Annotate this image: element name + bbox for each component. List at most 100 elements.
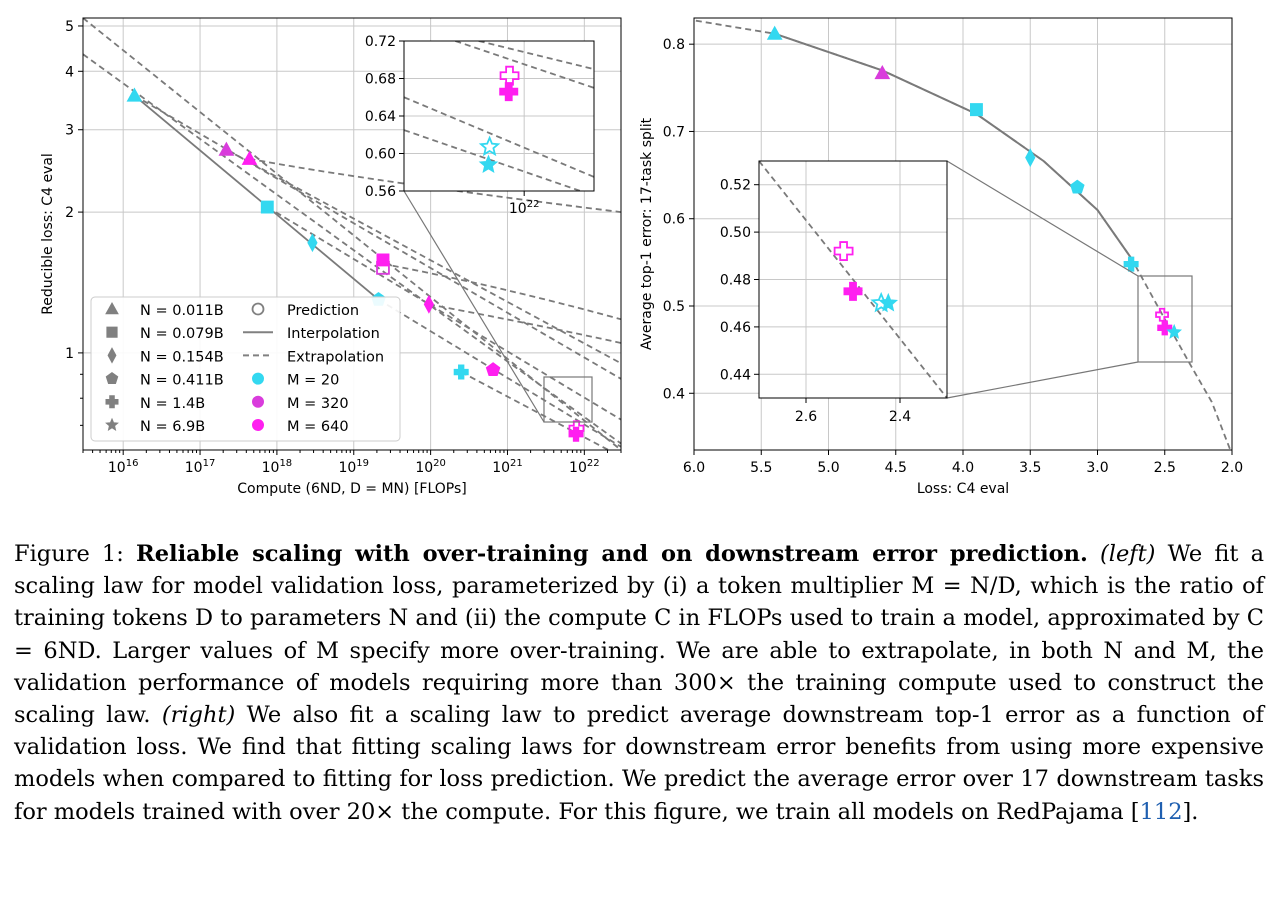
x-tick-label: 2.5 <box>1154 460 1176 476</box>
y-tick-label: 3 <box>65 123 74 139</box>
legend-marker <box>252 395 264 408</box>
data-point-prediction <box>1155 307 1169 322</box>
legend-label: N = 6.9B <box>140 419 205 435</box>
inset-y-tick-label: 0.68 <box>365 72 396 88</box>
legend-label: N = 0.079B <box>140 326 224 342</box>
inset-extrapolation-line <box>759 161 947 398</box>
data-point <box>1070 179 1085 194</box>
interpolation-curve <box>774 32 1132 259</box>
inset-data-point <box>499 65 520 86</box>
extrapolation-line <box>133 94 621 380</box>
data-point <box>218 141 235 156</box>
data-point <box>1166 323 1183 339</box>
inset-y-tick-label: 0.52 <box>720 178 751 194</box>
figure-panels: 1016 1017 1018 1019 1020 1021 1022 5 4 3 2 1 Reduci… <box>40 17 1243 497</box>
inset-x-tick-label: 1022 <box>509 199 540 217</box>
right-ticks: 6.0 5.5 5.0 4.5 4.0 3.5 3.0 2.5 2.00.80.70.60.50… <box>663 37 1243 476</box>
legend-marker <box>106 326 118 338</box>
figure-caption: Figure 1: Reliable scaling with over-tra… <box>14 538 1264 828</box>
x-tick-label: 1021 <box>492 458 523 476</box>
x-tick-label: 5.5 <box>750 460 772 476</box>
legend-marker <box>107 347 117 364</box>
legend-label: M = 640 <box>287 419 349 435</box>
inset-data-point <box>478 154 499 174</box>
inset-data-point <box>499 82 519 102</box>
legend-marker <box>252 419 264 431</box>
data-point <box>126 87 143 102</box>
caption-left-tag: (left) <box>1100 541 1156 567</box>
legend-marker <box>105 371 119 384</box>
legend-marker <box>105 301 119 315</box>
data-point <box>307 233 318 253</box>
legend-marker <box>252 372 264 385</box>
data-point <box>453 364 469 380</box>
data-point <box>485 362 501 376</box>
y-tick-label: 5 <box>65 19 74 35</box>
left-inset: 0.72 0.68 0.64 0.60 0.56 1022 <box>365 34 595 217</box>
data-point-prediction <box>568 420 585 437</box>
left-x-axis-label: Compute (6ND, D = MN) [FLOPs] <box>237 481 466 497</box>
data-point <box>1123 256 1139 272</box>
legend-marker <box>251 302 265 316</box>
x-tick-label: 1018 <box>262 458 293 476</box>
right-data-points <box>766 25 1183 339</box>
right-zoom-box <box>1137 275 1193 363</box>
inset-x-tick-label: 2.6 <box>795 409 817 425</box>
inset-y-tick-label: 0.56 <box>365 184 396 200</box>
x-tick-label: 2.0 <box>1221 460 1243 476</box>
data-point <box>241 150 258 165</box>
y-tick-label: 0.7 <box>663 124 685 140</box>
inset-extrapolation-line <box>404 96 594 178</box>
inset-y-tick-label: 0.46 <box>720 320 751 336</box>
data-point <box>970 103 983 117</box>
caption-body-right: We also fit a scaling law to predict ave… <box>14 702 1264 825</box>
data-point <box>376 253 390 267</box>
inset-y-tick-label: 0.48 <box>720 273 751 289</box>
citation-link[interactable]: 112 <box>1139 798 1183 825</box>
right-inset: 0.52 0.50 0.48 0.46 0.44 2.6 2.4 <box>720 160 948 425</box>
legend-label: N = 0.154B <box>140 349 224 365</box>
legend-label: M = 320 <box>287 396 349 412</box>
x-tick-label: 3.5 <box>1019 460 1041 476</box>
left-chart: 1016 1017 1018 1019 1020 1021 1022 5 4 3 2 1 Reduci… <box>40 17 622 497</box>
right-y-axis-label: Average top-1 error: 17-task split <box>639 117 655 350</box>
y-tick-label: 0.5 <box>663 299 685 315</box>
legend-label: M = 20 <box>287 373 339 389</box>
data-point <box>1157 320 1173 336</box>
extrapolation-line <box>266 206 621 421</box>
legend-label: N = 0.011B <box>140 303 224 319</box>
left-y-axis-label: Reducible loss: C4 eval <box>40 153 56 315</box>
data-point <box>423 294 435 314</box>
extrapolation-line <box>460 371 611 450</box>
legend-marker <box>105 417 119 431</box>
data-point <box>260 200 274 214</box>
extrapolation-line <box>225 148 621 365</box>
left-zoom-connector <box>403 190 545 423</box>
inset-data-point <box>478 135 501 157</box>
x-tick-label: 1020 <box>415 458 446 476</box>
inset-extrapolation-line <box>455 41 594 89</box>
inset-y-tick-label: 0.72 <box>365 34 396 50</box>
legend-label: Interpolation <box>287 326 380 342</box>
caption-body-left: We fit a scaling law for model validatio… <box>14 541 1265 729</box>
x-tick-label: 1022 <box>569 458 600 476</box>
caption-right-tag: (right) <box>161 702 236 729</box>
left-zoom-box <box>543 376 593 423</box>
left-ticks: 1016 1017 1018 1019 1020 1021 1022 5 4 3 2 1 <box>65 19 622 476</box>
inset-y-tick-label: 0.64 <box>365 109 396 125</box>
left-fit-lines <box>83 18 621 450</box>
inset-y-tick-label: 0.60 <box>365 147 396 163</box>
x-tick-label: 4.0 <box>952 460 974 476</box>
y-tick-label: 4 <box>65 64 74 80</box>
y-tick-label: 0.4 <box>663 386 685 402</box>
inset-data-point <box>878 292 899 312</box>
left-inset-data-points <box>478 65 520 174</box>
y-tick-label: 0.8 <box>663 37 685 53</box>
inset-x-tick-label: 2.4 <box>889 409 911 425</box>
x-tick-label: 5.0 <box>817 460 839 476</box>
right-chart: 6.0 5.5 5.0 4.5 4.0 3.5 3.0 2.5 2.00.80.70.60.50… <box>639 17 1243 497</box>
inset-extrapolation-line <box>404 129 584 191</box>
extrapolation-line <box>378 298 621 448</box>
x-tick-label: 1019 <box>338 458 369 476</box>
legend-marker <box>105 395 119 409</box>
